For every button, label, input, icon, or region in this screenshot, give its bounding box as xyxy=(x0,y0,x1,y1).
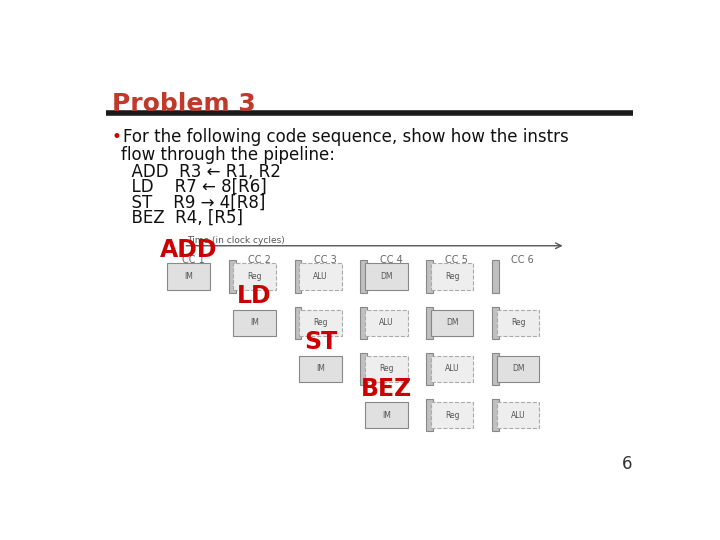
Bar xyxy=(361,260,367,293)
Bar xyxy=(426,353,433,385)
Bar xyxy=(492,353,499,385)
Text: Reg: Reg xyxy=(247,272,262,281)
Bar xyxy=(361,353,367,385)
Bar xyxy=(361,307,367,339)
Text: CC 3: CC 3 xyxy=(314,255,336,265)
Text: Problem 3: Problem 3 xyxy=(112,92,256,116)
Text: DM: DM xyxy=(512,364,524,374)
Bar xyxy=(365,402,408,428)
Text: •: • xyxy=(112,128,122,146)
Text: CC 1: CC 1 xyxy=(182,255,204,265)
Text: ADD: ADD xyxy=(160,238,217,262)
Text: DM: DM xyxy=(380,272,392,281)
Bar xyxy=(365,356,408,382)
Text: ALU: ALU xyxy=(313,272,328,281)
Text: CC 6: CC 6 xyxy=(511,255,534,265)
Bar xyxy=(497,402,539,428)
Text: IM: IM xyxy=(316,364,325,374)
Bar xyxy=(431,402,474,428)
Bar xyxy=(431,356,474,382)
Bar xyxy=(492,399,499,431)
Text: IM: IM xyxy=(250,318,259,327)
Bar xyxy=(299,264,342,289)
Text: For the following code sequence, show how the instrs: For the following code sequence, show ho… xyxy=(122,128,568,146)
Text: ST: ST xyxy=(304,330,337,354)
Bar xyxy=(497,309,539,336)
Text: Reg: Reg xyxy=(379,364,394,374)
Text: flow through the pipeline:: flow through the pipeline: xyxy=(121,146,335,164)
Bar xyxy=(233,264,276,289)
Bar xyxy=(365,309,408,336)
Bar xyxy=(426,260,433,293)
Text: DM: DM xyxy=(446,318,459,327)
Bar xyxy=(426,399,433,431)
Text: Time (in clock cycles): Time (in clock cycles) xyxy=(186,236,284,245)
Text: 6: 6 xyxy=(622,455,632,473)
Text: ALU: ALU xyxy=(379,318,394,327)
Bar xyxy=(426,307,433,339)
Text: Reg: Reg xyxy=(445,410,459,420)
Bar xyxy=(431,309,474,336)
Text: CC 4: CC 4 xyxy=(379,255,402,265)
Text: BEZ: BEZ xyxy=(361,376,412,401)
Bar xyxy=(294,307,302,339)
Bar xyxy=(299,356,342,382)
Text: ALU: ALU xyxy=(510,410,526,420)
Text: ST    R9 → 4[R8]: ST R9 → 4[R8] xyxy=(121,193,266,211)
Bar xyxy=(365,264,408,289)
Text: ADD  R3 ← R1, R2: ADD R3 ← R1, R2 xyxy=(121,163,281,180)
Text: LD    R7 ← 8[R6]: LD R7 ← 8[R6] xyxy=(121,178,266,196)
Text: Reg: Reg xyxy=(445,272,459,281)
Text: ALU: ALU xyxy=(445,364,459,374)
Bar xyxy=(492,307,499,339)
Text: Reg: Reg xyxy=(510,318,526,327)
Bar xyxy=(229,260,235,293)
Text: IM: IM xyxy=(382,410,391,420)
Text: CC 2: CC 2 xyxy=(248,255,271,265)
Text: CC 5: CC 5 xyxy=(446,255,468,265)
Text: BEZ  R4, [R5]: BEZ R4, [R5] xyxy=(121,209,243,227)
Text: IM: IM xyxy=(184,272,193,281)
Bar xyxy=(497,356,539,382)
Bar xyxy=(167,264,210,289)
Bar xyxy=(233,309,276,336)
Bar xyxy=(492,260,499,293)
Text: Reg: Reg xyxy=(313,318,328,327)
Bar xyxy=(294,260,302,293)
Bar xyxy=(299,309,342,336)
Bar xyxy=(431,264,474,289)
Text: LD: LD xyxy=(237,284,272,308)
